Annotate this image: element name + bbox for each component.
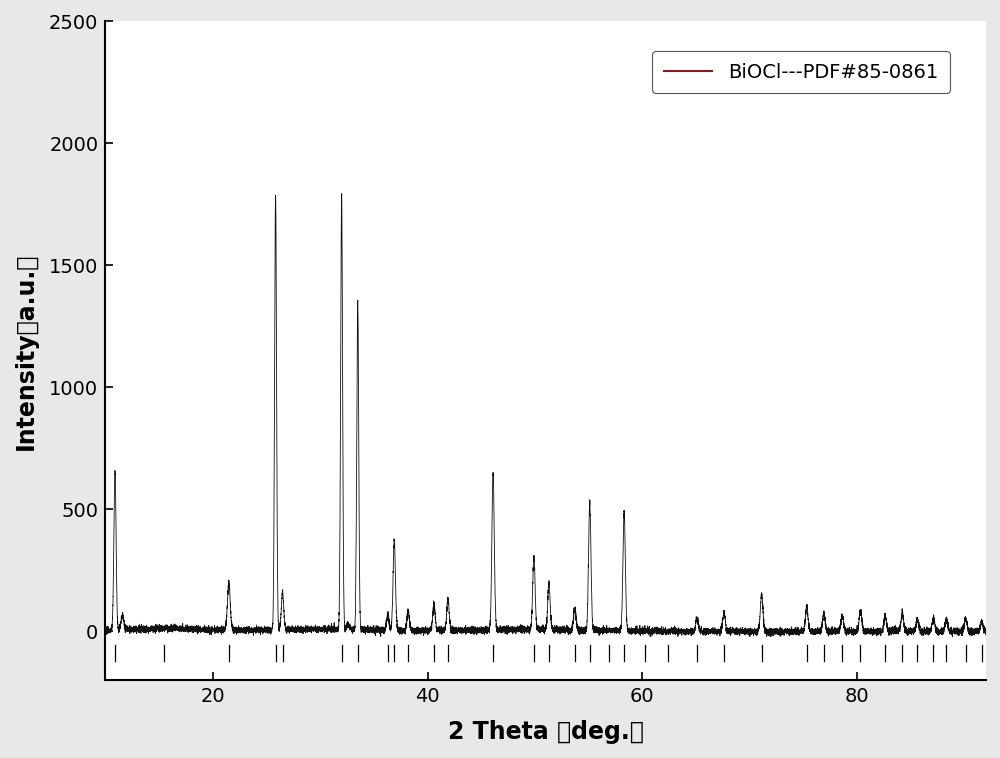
Legend: BiOCl---PDF#85-0861: BiOCl---PDF#85-0861	[652, 51, 950, 93]
Y-axis label: Intensity（a.u.）: Intensity（a.u.）	[14, 252, 38, 449]
X-axis label: 2 Theta （deg.）: 2 Theta （deg.）	[448, 720, 644, 744]
